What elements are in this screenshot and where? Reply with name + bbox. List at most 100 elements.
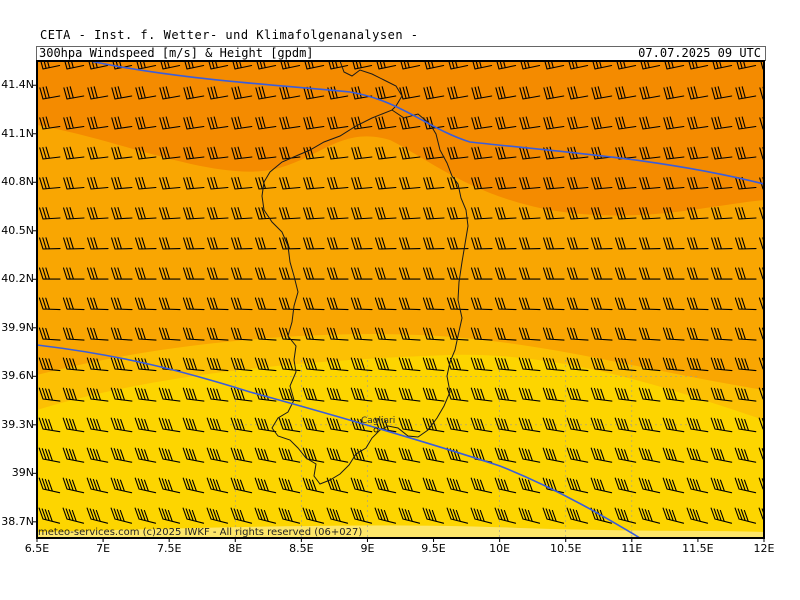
wind-barb xyxy=(759,147,764,160)
wind-barb xyxy=(303,207,325,220)
cagliari-marker xyxy=(373,427,379,433)
wind-barb xyxy=(208,61,229,70)
wind-barb xyxy=(135,116,157,130)
wind-barb xyxy=(734,267,757,280)
wind-barb xyxy=(134,417,157,433)
wind-barb xyxy=(566,297,589,311)
wind-barb xyxy=(518,387,541,402)
wind-barb xyxy=(639,207,661,220)
wind-barb xyxy=(614,387,637,402)
wind-barb xyxy=(566,417,589,433)
wind-barb xyxy=(734,477,757,494)
wind-barb xyxy=(87,176,109,190)
wind-barb xyxy=(182,387,205,402)
wind-barb xyxy=(62,267,85,280)
wind-barb xyxy=(110,387,133,402)
wind-barb xyxy=(759,207,764,220)
wind-barb xyxy=(495,116,517,130)
wind-barb xyxy=(254,357,277,372)
wind-barb xyxy=(734,447,757,463)
wind-barb xyxy=(518,477,541,494)
wind-barb xyxy=(446,297,469,311)
wind-barb xyxy=(398,297,421,311)
wind-barb xyxy=(712,61,733,70)
wind-barb xyxy=(111,116,133,130)
wind-barb xyxy=(256,61,277,70)
wind-barb xyxy=(206,267,229,280)
wind-barb xyxy=(86,267,109,280)
lon-label: 9.5E xyxy=(421,542,446,555)
wind-barb xyxy=(135,207,157,220)
wind-barb xyxy=(303,116,325,130)
wind-barb xyxy=(566,447,589,463)
wind-barb xyxy=(134,297,157,311)
wind-barb xyxy=(134,477,157,494)
wind-barb xyxy=(231,86,253,100)
wind-barb xyxy=(231,207,253,220)
wind-barb xyxy=(663,176,685,190)
wind-barb xyxy=(206,387,229,402)
wind-barb xyxy=(327,207,349,220)
wind-barb xyxy=(38,507,61,524)
wind-barb xyxy=(86,327,109,341)
wind-barb xyxy=(638,267,661,280)
wind-barb xyxy=(302,417,325,433)
wind-barb xyxy=(590,507,613,524)
wind-barb xyxy=(494,357,517,372)
wind-barb xyxy=(519,207,541,220)
wind-barb xyxy=(38,417,61,433)
wind-barb xyxy=(206,447,229,463)
wind-barb xyxy=(591,207,613,220)
wind-barb xyxy=(494,477,517,494)
wind-barb xyxy=(423,207,445,220)
wind-barb xyxy=(328,61,349,70)
wind-barb xyxy=(686,357,709,372)
wind-barb xyxy=(40,61,61,70)
wind-barb xyxy=(663,207,685,220)
wind-barb xyxy=(735,116,757,130)
wind-barb xyxy=(615,146,637,160)
wind-barb xyxy=(38,387,61,402)
wind-barb xyxy=(423,237,445,250)
wind-barb xyxy=(232,61,253,70)
wind-barb xyxy=(398,417,421,433)
wind-barb xyxy=(351,176,373,190)
wind-barb xyxy=(423,176,445,190)
wind-barb xyxy=(158,447,181,463)
wind-barb xyxy=(470,297,493,311)
wind-barb xyxy=(590,297,613,311)
wind-barb xyxy=(231,176,253,190)
wind-barb xyxy=(327,86,349,100)
wind-barb xyxy=(182,537,184,538)
wind-barb xyxy=(544,61,565,70)
wind-barb xyxy=(542,447,565,463)
wind-barb xyxy=(519,116,541,130)
wind-barb xyxy=(639,116,661,130)
wind-barb xyxy=(471,237,493,250)
wind-barb xyxy=(518,327,541,341)
wind-barb xyxy=(519,86,541,100)
wind-barb xyxy=(351,146,373,160)
wind-barb xyxy=(758,357,764,370)
wind-barb xyxy=(207,207,229,220)
wind-barb xyxy=(446,537,448,538)
wind-barb xyxy=(687,237,709,250)
wind-barb xyxy=(230,417,253,433)
wind-barb xyxy=(470,477,493,494)
wind-barb xyxy=(351,207,373,220)
axis-ticks xyxy=(33,84,765,542)
wind-barb xyxy=(518,417,541,433)
wind-barb xyxy=(230,387,253,402)
lat-label: 40.2N xyxy=(1,272,34,286)
wind-barb xyxy=(374,537,376,538)
wind-barb xyxy=(686,267,709,280)
wind-barb xyxy=(38,327,61,341)
wind-barb xyxy=(255,146,277,160)
wind-barb xyxy=(591,116,613,130)
wind-barb xyxy=(350,417,373,433)
wind-barb xyxy=(664,61,685,70)
wind-barb xyxy=(302,297,325,311)
wind-barb xyxy=(422,387,445,402)
wind-barb xyxy=(38,357,61,372)
wind-barb xyxy=(206,477,229,494)
